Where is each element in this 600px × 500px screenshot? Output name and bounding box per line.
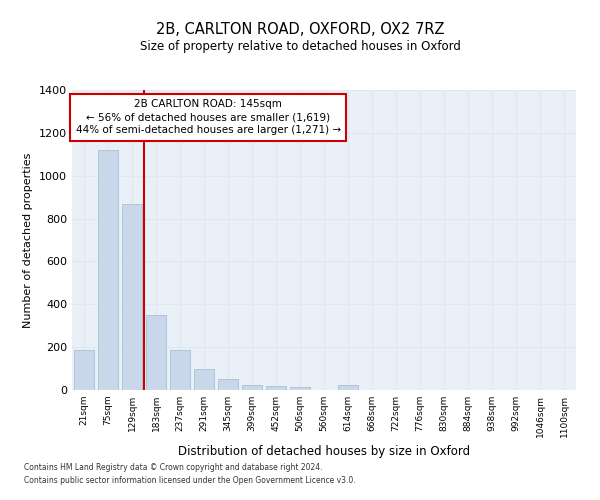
Bar xyxy=(74,350,94,390)
Text: Contains HM Land Registry data © Crown copyright and database right 2024.: Contains HM Land Registry data © Crown c… xyxy=(24,464,323,472)
Bar xyxy=(194,368,214,390)
Bar xyxy=(338,384,358,390)
Y-axis label: Number of detached properties: Number of detached properties xyxy=(23,152,34,328)
Bar xyxy=(146,315,166,390)
Text: 2B CARLTON ROAD: 145sqm
← 56% of detached houses are smaller (1,619)
44% of semi: 2B CARLTON ROAD: 145sqm ← 56% of detache… xyxy=(76,99,341,136)
X-axis label: Distribution of detached houses by size in Oxford: Distribution of detached houses by size … xyxy=(178,446,470,458)
Bar xyxy=(266,386,286,390)
Bar xyxy=(218,380,238,390)
Bar xyxy=(290,387,310,390)
Text: Contains public sector information licensed under the Open Government Licence v3: Contains public sector information licen… xyxy=(24,476,356,485)
Text: 2B, CARLTON ROAD, OXFORD, OX2 7RZ: 2B, CARLTON ROAD, OXFORD, OX2 7RZ xyxy=(156,22,444,38)
Bar xyxy=(170,350,190,390)
Bar xyxy=(122,204,142,390)
Bar xyxy=(242,384,262,390)
Text: Size of property relative to detached houses in Oxford: Size of property relative to detached ho… xyxy=(140,40,460,53)
Bar xyxy=(98,150,118,390)
